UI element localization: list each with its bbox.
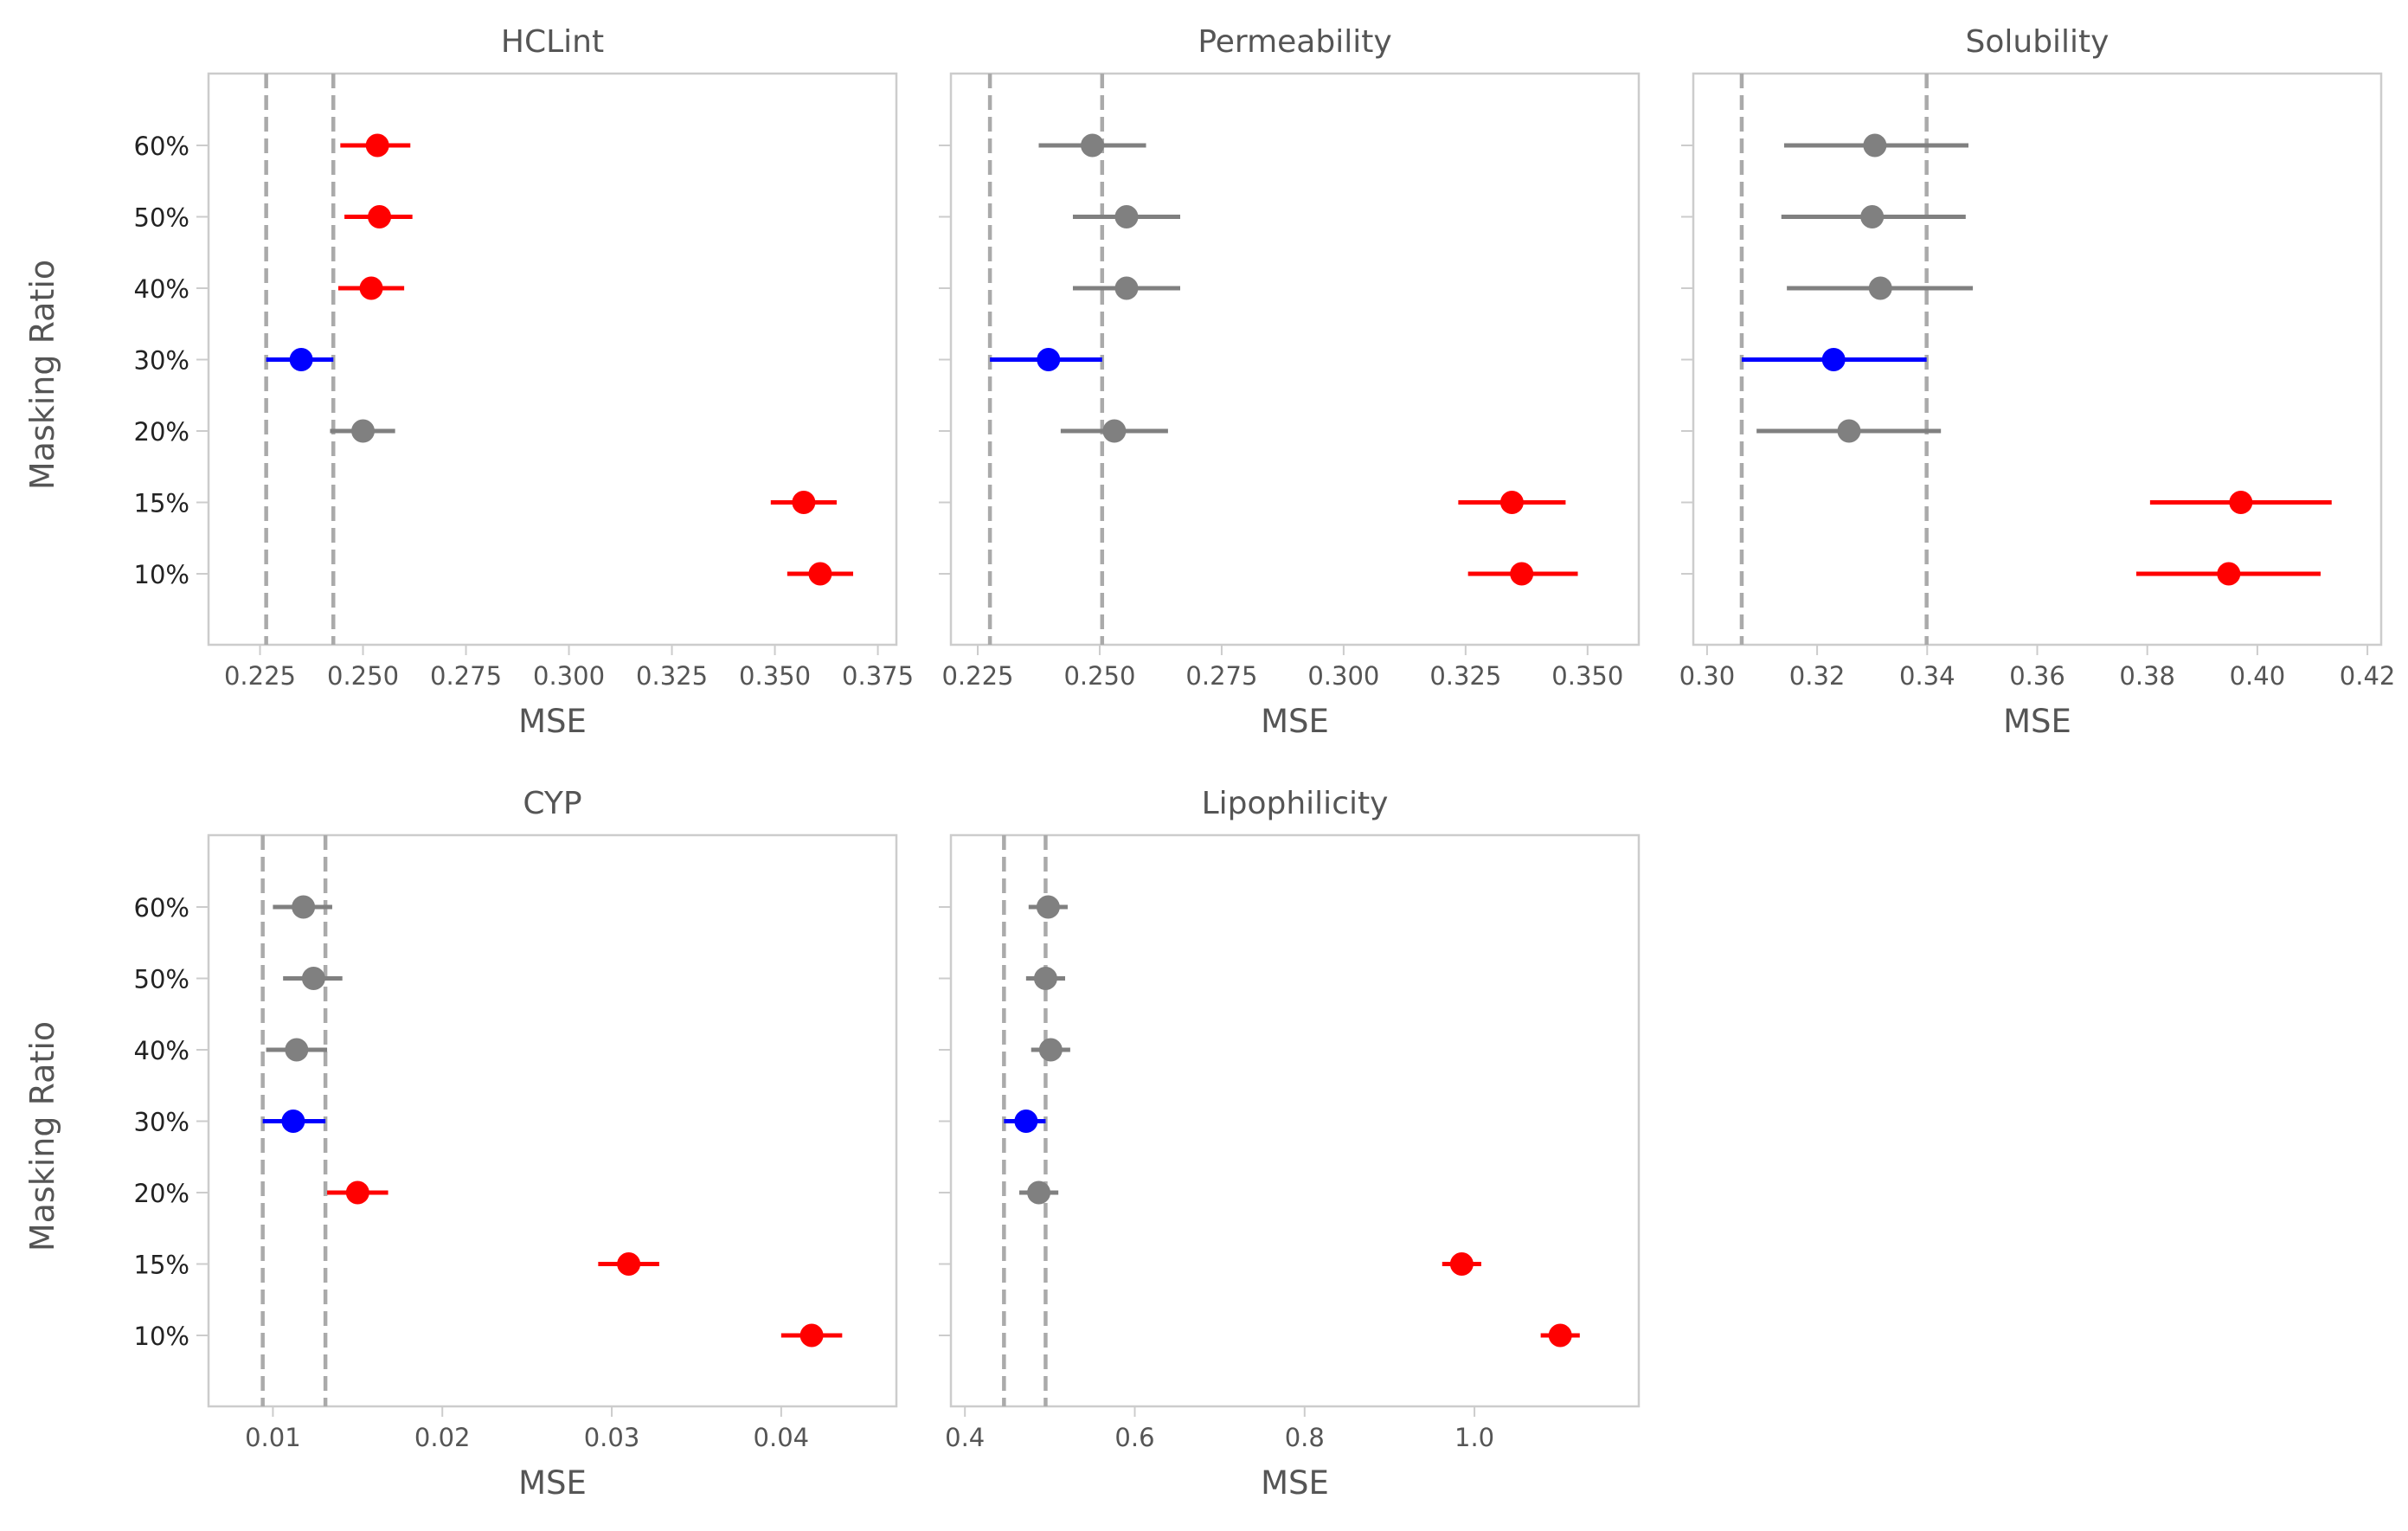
data-point bbox=[1449, 1252, 1474, 1276]
ytick-label: 50% bbox=[134, 203, 189, 233]
xtick-label: 0.325 bbox=[1429, 661, 1501, 691]
xtick-label: 0.225 bbox=[941, 661, 1013, 691]
xtick-label: 0.32 bbox=[1789, 661, 1846, 691]
data-point bbox=[289, 348, 313, 371]
xtick-label: 0.36 bbox=[2009, 661, 2065, 691]
data-point bbox=[345, 1180, 369, 1205]
xtick-label: 0.01 bbox=[245, 1423, 301, 1452]
ytick-label: 50% bbox=[134, 965, 189, 994]
data-point bbox=[281, 1110, 305, 1133]
data-point bbox=[1114, 276, 1139, 300]
panel-title: Permeability bbox=[1198, 24, 1391, 60]
xtick-label: 0.250 bbox=[1063, 661, 1135, 691]
ytick-label: 20% bbox=[134, 1179, 189, 1208]
data-point bbox=[1027, 1180, 1051, 1205]
data-point bbox=[1499, 491, 1524, 514]
xtick-label: 0.03 bbox=[584, 1423, 640, 1452]
xaxis-label: MSE bbox=[518, 703, 587, 740]
panels: HCLint 60% 50% 40% 30% 20% 15% 10% 0.225 0.250 0.2… bbox=[134, 24, 2396, 1502]
xtick-label: 0.8 bbox=[1285, 1423, 1325, 1452]
ytick-label: 60% bbox=[134, 132, 189, 161]
ylabel-row-1: Masking Ratio bbox=[23, 260, 61, 490]
data-point bbox=[1114, 205, 1139, 228]
xtick-label: 0.300 bbox=[533, 661, 605, 691]
ytick-label: 20% bbox=[134, 417, 189, 447]
data-point bbox=[292, 895, 316, 919]
xtick-label: 0.325 bbox=[636, 661, 708, 691]
ytick-label: 30% bbox=[134, 1108, 189, 1137]
data-point bbox=[1548, 1323, 1572, 1348]
panel-title: Solubility bbox=[1966, 24, 2109, 60]
xtick-label: 0.350 bbox=[1551, 661, 1623, 691]
data-point bbox=[301, 967, 325, 990]
xtick-label: 0.4 bbox=[945, 1423, 985, 1452]
ylabel-row-2: Masking Ratio bbox=[23, 1021, 61, 1251]
data-point bbox=[1821, 348, 1846, 371]
data-point bbox=[1863, 133, 1887, 158]
ytick-label: 15% bbox=[134, 1251, 189, 1280]
data-point bbox=[368, 205, 392, 228]
xtick-label: 0.02 bbox=[414, 1423, 471, 1452]
xtick-label: 0.40 bbox=[2230, 661, 2286, 691]
xtick-label: 0.250 bbox=[327, 661, 399, 691]
panel-title: HCLint bbox=[501, 24, 604, 60]
xtick-label: 0.225 bbox=[224, 661, 296, 691]
data-point bbox=[365, 133, 389, 158]
data-point bbox=[1081, 133, 1105, 158]
ytick-label: 60% bbox=[134, 893, 189, 923]
xaxis-label: MSE bbox=[518, 1464, 587, 1502]
ytick-label: 40% bbox=[134, 274, 189, 304]
xtick-label: 0.275 bbox=[430, 661, 502, 691]
xaxis-label: MSE bbox=[1261, 1464, 1329, 1502]
xtick-label: 0.34 bbox=[1899, 661, 1955, 691]
panel-5: Lipophilicity 0.4 0.6 0.8 1.0 MSE bbox=[939, 786, 1641, 1502]
data-point bbox=[285, 1038, 309, 1062]
data-point bbox=[799, 1323, 824, 1348]
xtick-label: 0.42 bbox=[2340, 661, 2396, 691]
xtick-label: 1.0 bbox=[1454, 1423, 1494, 1452]
xtick-label: 0.275 bbox=[1185, 661, 1257, 691]
xtick-label: 0.30 bbox=[1679, 661, 1736, 691]
data-point bbox=[1036, 895, 1060, 919]
data-point bbox=[351, 419, 376, 443]
xtick-label: 0.38 bbox=[2119, 661, 2175, 691]
ytick-label: 15% bbox=[134, 489, 189, 518]
data-point bbox=[617, 1252, 641, 1276]
xtick-label: 0.6 bbox=[1114, 1423, 1154, 1452]
panel-title: Lipophilicity bbox=[1202, 786, 1389, 821]
data-point bbox=[1837, 419, 1861, 443]
data-point bbox=[2217, 562, 2241, 586]
xtick-label: 0.350 bbox=[739, 661, 811, 691]
data-point bbox=[792, 491, 816, 514]
panel-2: Permeability 0.225 0.250 0.275 0.300 0.325 0.3… bbox=[939, 24, 1641, 740]
data-point bbox=[1860, 205, 1885, 228]
xtick-label: 0.04 bbox=[754, 1423, 810, 1452]
data-point bbox=[1014, 1110, 1038, 1133]
panel-4: CYP 60% 50% 40% 30% 20% 15% 10% 0.01 0.02 0.03 0.04… bbox=[134, 786, 898, 1502]
data-point bbox=[1102, 419, 1127, 443]
xaxis-label: MSE bbox=[2003, 703, 2071, 740]
ytick-label: 10% bbox=[134, 1322, 189, 1351]
data-point bbox=[1037, 348, 1061, 371]
xtick-label: 0.375 bbox=[842, 661, 914, 691]
data-point bbox=[359, 276, 383, 300]
panel-1: HCLint 60% 50% 40% 30% 20% 15% 10% 0.225 0.250 0.2… bbox=[134, 24, 915, 740]
data-point bbox=[1038, 1038, 1063, 1062]
ytick-label: 30% bbox=[134, 346, 189, 376]
xtick-label: 0.300 bbox=[1307, 661, 1379, 691]
panel-title: CYP bbox=[523, 786, 581, 821]
ytick-label: 40% bbox=[134, 1036, 189, 1065]
data-point bbox=[1868, 276, 1892, 300]
data-point bbox=[1033, 967, 1057, 990]
data-point bbox=[1510, 562, 1534, 586]
data-point bbox=[808, 562, 832, 586]
xaxis-label: MSE bbox=[1261, 703, 1329, 740]
data-point bbox=[2229, 491, 2253, 514]
panel-3: Solubility 0.30 0.32 0.34 0.36 0.38 0.40 0.42 MS… bbox=[1679, 24, 2396, 740]
ytick-label: 10% bbox=[134, 560, 189, 589]
